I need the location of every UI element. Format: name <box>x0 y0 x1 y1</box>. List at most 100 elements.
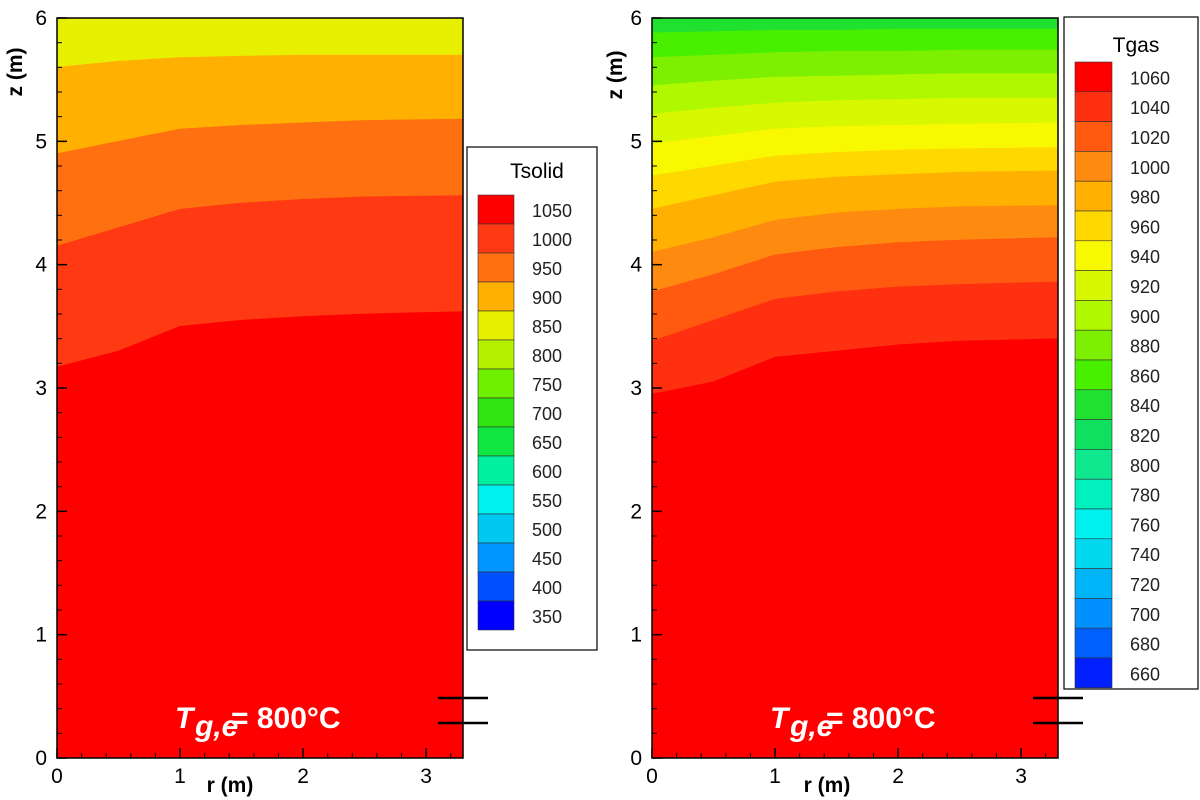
tsolid-contour-chart: 0 1 2 3 4 5 6 0 1 2 3 r (m) z (m) T g,e = 800°C Tsolid 1… <box>4 7 598 797</box>
legend-label-1050: 1050 <box>532 201 572 221</box>
legend-swatch-800 <box>477 339 515 370</box>
legend-label-700: 700 <box>1130 605 1160 625</box>
y-tick-label: 0 <box>630 747 642 770</box>
legend-label-660: 660 <box>1130 664 1160 684</box>
legend-swatch-850 <box>477 310 515 341</box>
legend-swatch-700 <box>477 397 515 428</box>
legend-label-350: 350 <box>532 607 562 627</box>
legend-label-680: 680 <box>1130 635 1160 655</box>
legend-label-1000: 1000 <box>532 230 572 250</box>
y-tick-label: 6 <box>630 7 642 30</box>
y-tick-label: 2 <box>630 500 642 523</box>
legend-swatch-1060 <box>1074 61 1113 93</box>
annotation-symbol: T <box>175 702 196 735</box>
legend-swatch-500 <box>477 513 515 544</box>
legend-label-800: 800 <box>1130 456 1160 476</box>
legend-swatch-860 <box>1074 359 1113 391</box>
legend-swatch-1000 <box>1074 151 1113 182</box>
legend-label-780: 780 <box>1130 486 1160 506</box>
legend-label-900: 900 <box>1130 307 1160 327</box>
x-tick-label: 2 <box>892 765 904 788</box>
legend-swatch-1050 <box>477 194 515 225</box>
legend-swatch-940 <box>1074 240 1113 271</box>
annotation-subscript: g,e <box>789 710 833 743</box>
legend-swatch-350 <box>477 600 515 631</box>
legend-label-600: 600 <box>532 462 562 482</box>
legend-label-850: 850 <box>532 317 562 337</box>
y-axis-label: z (m) <box>4 48 27 97</box>
legend-label-740: 740 <box>1130 545 1160 565</box>
legend-label-840: 840 <box>1130 396 1160 416</box>
x-tick-label: 0 <box>646 765 658 788</box>
y-tick-label: 3 <box>35 377 47 400</box>
legend-swatch-820 <box>1074 419 1113 450</box>
legend-swatch-400 <box>477 571 515 602</box>
annotation-value: = 800°C <box>231 702 341 735</box>
x-tick-label: 0 <box>51 765 63 788</box>
legend-swatch-800 <box>1074 449 1113 480</box>
legend-label-450: 450 <box>532 549 562 569</box>
legend-swatch-1000 <box>477 223 515 254</box>
legend-swatch-980 <box>1074 180 1113 212</box>
tgas-contour-chart: 0 1 2 3 4 5 6 0 1 2 3 r (m) z (m) T g,e = 800°C Tgas 106… <box>604 7 1199 797</box>
legend-swatch-750 <box>477 368 515 399</box>
annotation-subscript: g,e <box>194 710 238 743</box>
y-tick-label: 5 <box>35 130 47 153</box>
x-axis-label: r (m) <box>207 774 254 797</box>
legend-swatch-550 <box>477 484 515 515</box>
legend-swatch-740 <box>1074 538 1113 569</box>
legend-swatch-720 <box>1074 568 1113 599</box>
contour-band-1050 <box>56 311 464 759</box>
legend-swatch-650 <box>477 426 515 457</box>
legend-label-880: 880 <box>1130 337 1160 357</box>
legend-label-1000: 1000 <box>1130 158 1170 178</box>
legend-swatch-1020 <box>1074 121 1113 152</box>
legend-label-700: 700 <box>532 404 562 424</box>
legend-label-960: 960 <box>1130 217 1160 237</box>
y-tick-label: 2 <box>35 500 47 523</box>
y-axis-label: z (m) <box>604 51 627 100</box>
legend-swatch-1040 <box>1074 91 1113 122</box>
legend-label-750: 750 <box>532 375 562 395</box>
legend-swatch-880 <box>1074 329 1113 361</box>
y-tick-label: 1 <box>35 624 47 647</box>
legend-label-900: 900 <box>532 288 562 308</box>
legend-label-550: 550 <box>532 491 562 511</box>
legend-swatch-700 <box>1074 598 1113 629</box>
legend-label-940: 940 <box>1130 247 1160 267</box>
legend-swatch-680 <box>1074 627 1113 659</box>
legend-label-950: 950 <box>532 259 562 279</box>
y-tick-label: 3 <box>630 377 642 400</box>
x-axis-label: r (m) <box>804 774 851 797</box>
legend-label-500: 500 <box>532 520 562 540</box>
legend-title: Tgas <box>1113 34 1160 57</box>
legend-swatch-450 <box>477 542 515 573</box>
legend-label-760: 760 <box>1130 515 1160 535</box>
x-tick-label: 3 <box>1015 765 1027 788</box>
legend-label-720: 720 <box>1130 575 1160 595</box>
legend-swatch-900 <box>477 281 515 312</box>
y-tick-label: 1 <box>630 624 642 647</box>
x-tick-label: 3 <box>420 765 432 788</box>
legend-swatch-840 <box>1074 389 1113 420</box>
y-tick-label: 0 <box>35 747 47 770</box>
legend-label-1020: 1020 <box>1130 128 1170 148</box>
x-tick-label: 2 <box>297 765 309 788</box>
y-tick-label: 6 <box>35 7 47 30</box>
legend-label-820: 820 <box>1130 426 1160 446</box>
legend-label-400: 400 <box>532 578 562 598</box>
legend-swatch-600 <box>477 455 515 486</box>
legend-label-980: 980 <box>1130 188 1160 208</box>
legend-swatch-950 <box>477 252 515 283</box>
annotation-value: = 800°C <box>826 702 936 735</box>
y-tick-label: 4 <box>630 254 642 277</box>
legend-swatch-960 <box>1074 210 1113 242</box>
legend-swatch-780 <box>1074 478 1113 510</box>
annotation-symbol: T <box>770 702 791 735</box>
legend-label-920: 920 <box>1130 277 1160 297</box>
legend-title: Tsolid <box>510 160 564 183</box>
legend-swatch-660 <box>1074 657 1113 689</box>
y-tick-label: 5 <box>630 130 642 153</box>
legend-swatch-760 <box>1074 508 1113 540</box>
